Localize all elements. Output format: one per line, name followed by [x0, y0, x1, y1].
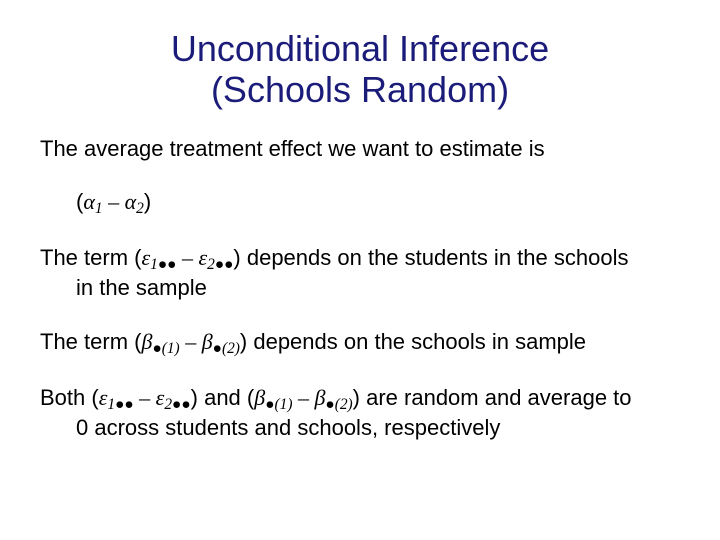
p4-eps1-dots: ●●: [115, 396, 134, 413]
p4-close1: ): [191, 385, 198, 410]
p4-beta1-dot: ●: [265, 396, 274, 413]
p3-post: depends on the schools in sample: [247, 329, 586, 354]
beta1-sub: (1): [162, 340, 180, 357]
alpha-2: α: [125, 189, 137, 214]
beta1: β: [141, 329, 152, 354]
beta1-dot: ●: [152, 340, 161, 357]
p4-beta2-dot: ●: [325, 396, 334, 413]
title-line1: Unconditional Inference: [171, 28, 549, 69]
eps2-sub: 2: [207, 256, 215, 273]
para-epsilon: The term (ε1●● – ε2●●) depends on the st…: [40, 244, 680, 302]
p4-beta2-sub: (2): [335, 396, 353, 413]
p4-close2: ): [353, 385, 360, 410]
p4-pre: Both: [40, 385, 91, 410]
minus: –: [103, 189, 125, 214]
p2-close: ): [233, 245, 240, 270]
eps1: ε: [141, 245, 150, 270]
beta2-dot: ●: [213, 340, 222, 357]
alpha-1-sub: 1: [95, 200, 103, 217]
p4-open1: (: [91, 385, 98, 410]
p4-beta1: β: [254, 385, 265, 410]
slide-title: Unconditional Inference (Schools Random): [40, 28, 680, 111]
p3-minus: –: [180, 329, 202, 354]
p4-minus2: –: [292, 385, 314, 410]
p3-pre: The term: [40, 329, 134, 354]
p4-beta1-sub: (1): [275, 396, 293, 413]
p4-eps2-dots: ●●: [172, 396, 191, 413]
alpha-2-sub: 2: [136, 200, 144, 217]
p2-pre: The term: [40, 245, 134, 270]
p2-post2: in the sample: [40, 274, 207, 302]
eps1-sub: 1: [150, 256, 158, 273]
eps1-dots: ●●: [158, 256, 177, 273]
beta2: β: [202, 329, 213, 354]
alpha-1: α: [83, 189, 95, 214]
paren-close: ): [144, 189, 151, 214]
eps2-dots: ●●: [215, 256, 234, 273]
slide: Unconditional Inference (Schools Random)…: [0, 0, 720, 540]
p4-post1: are random and average to: [360, 385, 632, 410]
p4-and: and: [198, 385, 247, 410]
p4-beta2: β: [314, 385, 325, 410]
beta2-sub: (2): [222, 340, 240, 357]
p2-post1: depends on the students in the schools: [241, 245, 629, 270]
para-intro-text: The average treatment effect we want to …: [40, 136, 545, 161]
p4-minus1: –: [134, 385, 156, 410]
equation-alpha: (α1 – α2): [40, 188, 680, 218]
slide-body: The average treatment effect we want to …: [40, 135, 680, 442]
p2-minus: –: [176, 245, 198, 270]
p4-post2: 0 across students and schools, respectiv…: [40, 414, 500, 442]
p4-eps1-sub: 1: [107, 396, 115, 413]
title-line2: (Schools Random): [211, 69, 509, 110]
para-beta: The term (β●(1) – β●(2)) depends on the …: [40, 328, 680, 358]
para-intro: The average treatment effect we want to …: [40, 135, 680, 163]
p4-eps2-sub: 2: [164, 396, 172, 413]
para-both: Both (ε1●● – ε2●●) and (β●(1) – β●(2)) a…: [40, 384, 680, 442]
eps2: ε: [198, 245, 207, 270]
